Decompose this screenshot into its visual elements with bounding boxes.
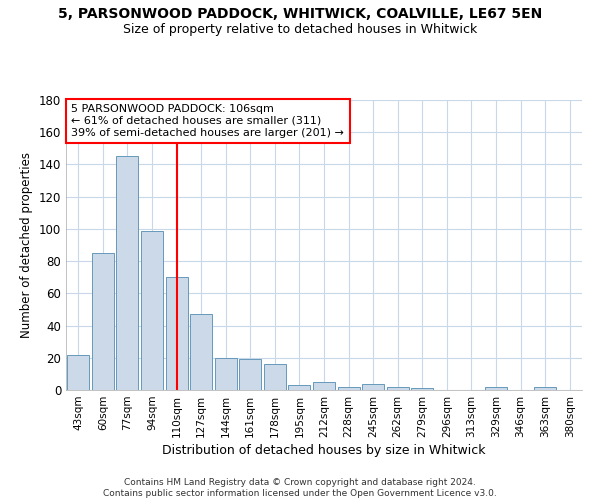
Bar <box>411 388 433 390</box>
Bar <box>239 360 262 390</box>
Bar <box>362 384 384 390</box>
Bar <box>386 387 409 390</box>
Bar <box>166 277 188 390</box>
Bar <box>534 387 556 390</box>
Bar <box>215 358 237 390</box>
Bar <box>485 387 507 390</box>
Bar <box>190 314 212 390</box>
Text: Size of property relative to detached houses in Whitwick: Size of property relative to detached ho… <box>123 22 477 36</box>
Bar <box>338 387 359 390</box>
Text: 5, PARSONWOOD PADDOCK, WHITWICK, COALVILLE, LE67 5EN: 5, PARSONWOOD PADDOCK, WHITWICK, COALVIL… <box>58 8 542 22</box>
Text: 5 PARSONWOOD PADDOCK: 106sqm
← 61% of detached houses are smaller (311)
39% of s: 5 PARSONWOOD PADDOCK: 106sqm ← 61% of de… <box>71 104 344 138</box>
Bar <box>141 230 163 390</box>
Bar <box>67 354 89 390</box>
Bar <box>289 385 310 390</box>
Y-axis label: Number of detached properties: Number of detached properties <box>20 152 33 338</box>
Text: Contains HM Land Registry data © Crown copyright and database right 2024.
Contai: Contains HM Land Registry data © Crown c… <box>103 478 497 498</box>
Bar <box>313 382 335 390</box>
X-axis label: Distribution of detached houses by size in Whitwick: Distribution of detached houses by size … <box>162 444 486 457</box>
Bar <box>264 364 286 390</box>
Bar <box>116 156 139 390</box>
Bar <box>92 253 114 390</box>
